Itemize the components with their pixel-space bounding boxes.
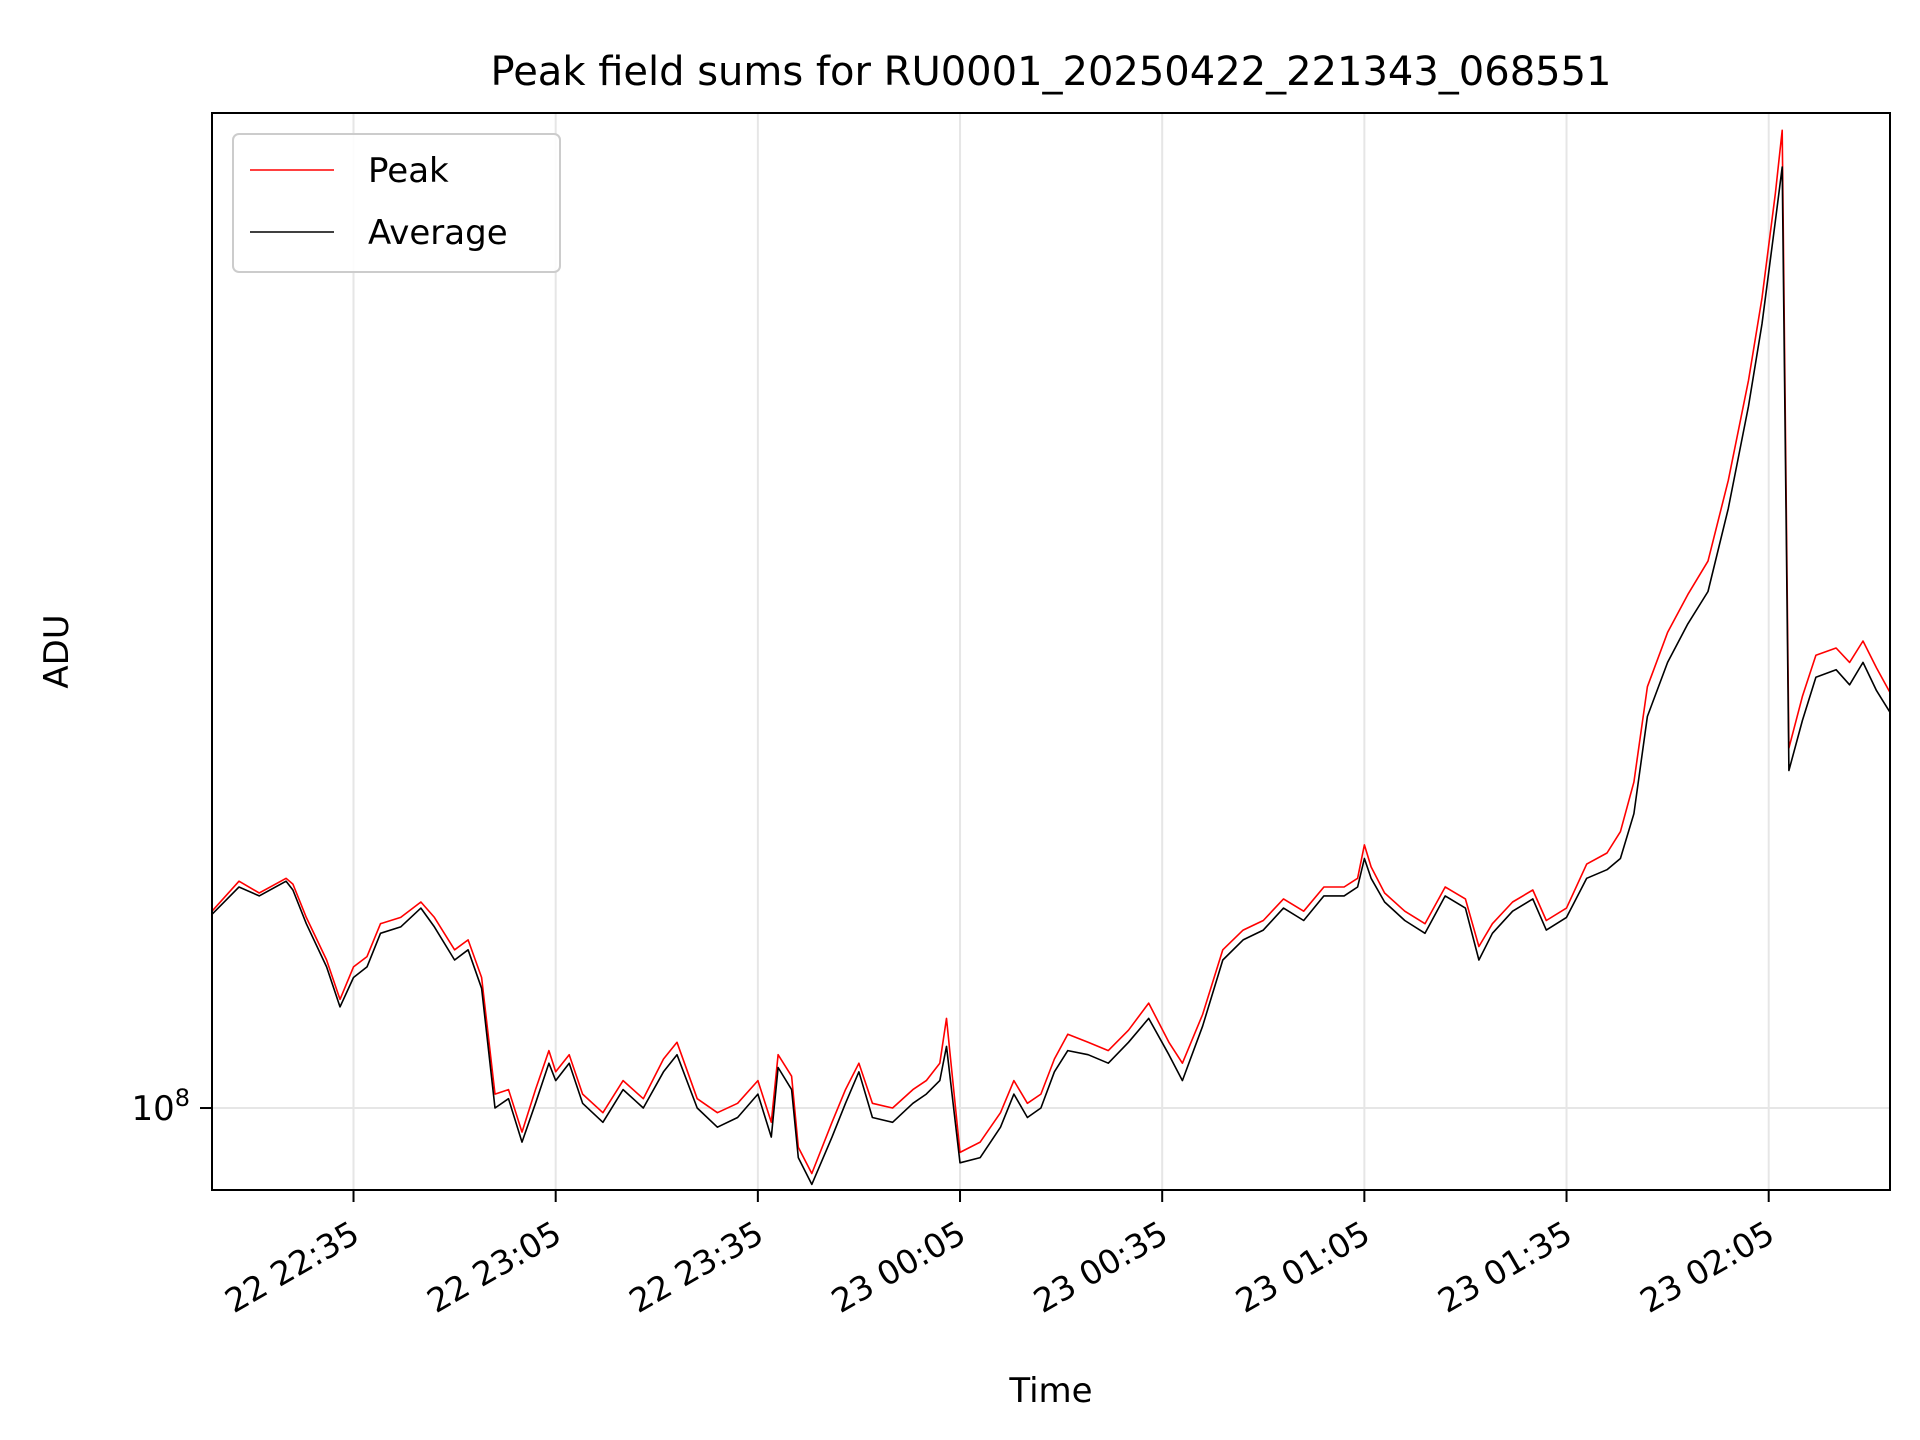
legend-box	[232, 133, 561, 273]
x-tick-label: 22 23:35	[623, 1213, 770, 1321]
x-tick-label: 22 22:35	[218, 1213, 365, 1321]
x-axis-ticks: 22 22:35 22 23:05 22 23:35 23 00:05 23 00:35…	[218, 1190, 1781, 1321]
x-tick-label: 23 02:05	[1633, 1213, 1780, 1321]
plot-area-frame	[211, 112, 1891, 1191]
legend-label-peak: Peak	[368, 151, 449, 191]
y-tick-label: 108	[131, 1084, 190, 1129]
series-line-average	[211, 166, 1891, 1186]
legend-label-average: Average	[368, 213, 508, 253]
series-lines	[211, 129, 1891, 1186]
x-tick-label: 23 01:35	[1431, 1213, 1578, 1321]
chart-title: Peak field sums for RU0001_20250422_2213…	[491, 49, 1612, 95]
grid	[212, 113, 1890, 1190]
x-tick-label: 22 23:05	[420, 1213, 567, 1321]
y-axis-ticks: 108	[131, 1084, 212, 1129]
x-tick-label: 23 00:05	[825, 1213, 972, 1321]
x-axis-label: Time	[1008, 1371, 1092, 1411]
x-tick-label: 23 00:35	[1027, 1213, 1174, 1321]
y-axis-label: ADU	[37, 614, 77, 688]
legend: Peak Average	[232, 133, 561, 273]
x-tick-label: 23 01:05	[1229, 1213, 1376, 1321]
series-line-peak	[211, 129, 1891, 1175]
